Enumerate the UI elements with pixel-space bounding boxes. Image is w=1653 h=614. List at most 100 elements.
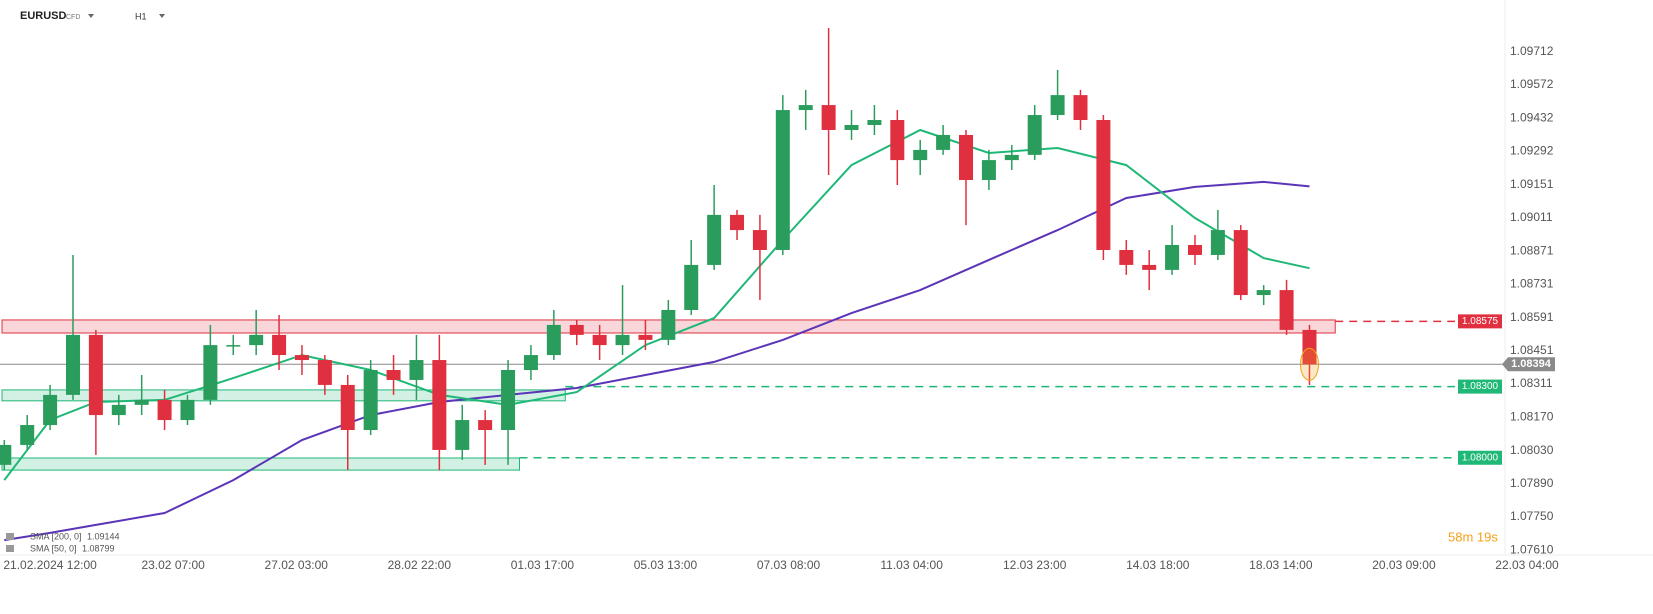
y-tick-label: 1.08731	[1510, 277, 1554, 291]
legend-value: 1.09144	[87, 531, 120, 541]
zone	[1, 389, 566, 402]
x-tick-label: 21.02.2024 12:00	[3, 558, 97, 572]
candle-body	[1256, 290, 1271, 296]
y-tick-label: 1.08591	[1510, 310, 1554, 324]
candle-body	[432, 360, 447, 450]
candle-body	[1050, 95, 1065, 116]
candle-body	[1233, 230, 1248, 296]
candle-body	[1142, 264, 1157, 270]
candle-body	[180, 399, 195, 421]
candle-body	[1210, 230, 1225, 255]
candle-body	[1165, 245, 1180, 270]
x-tick-label: 11.03 04:00	[880, 558, 943, 572]
candle-body	[111, 404, 126, 416]
y-tick-label: 1.09011	[1510, 210, 1553, 224]
y-tick-label: 1.07750	[1510, 509, 1554, 523]
symbol[interactable]: EURUSD	[20, 10, 67, 22]
candle-body	[981, 160, 996, 181]
sma-line	[3, 128, 1310, 481]
y-tick-label: 1.08871	[1510, 243, 1554, 257]
candle-body	[684, 264, 699, 310]
legend-value: 1.08799	[82, 543, 115, 553]
level-label: 1.08575	[1462, 316, 1499, 327]
legend-name: SMA [200, 0]	[30, 531, 82, 541]
candle-body	[798, 105, 813, 111]
candle-body	[546, 324, 561, 356]
current-price-label: 1.08394	[1511, 358, 1552, 370]
candle-body	[1302, 329, 1317, 365]
candle-body	[592, 334, 607, 346]
candle-body	[913, 149, 928, 161]
sma-line	[4, 180, 1310, 542]
candle-body	[157, 399, 172, 421]
candle-body	[1004, 154, 1019, 161]
y-tick-label: 1.08451	[1510, 343, 1554, 357]
x-tick-label: 01.03 17:00	[511, 558, 575, 572]
candle-body	[363, 370, 378, 431]
candle-body	[569, 324, 584, 335]
y-tick-label: 1.07610	[1510, 542, 1554, 556]
candle-body	[1096, 120, 1111, 250]
candle-body	[1279, 290, 1294, 330]
current-price-tag	[1502, 357, 1555, 372]
candle-body	[775, 110, 790, 250]
candle-body	[638, 334, 653, 340]
candle-body	[1073, 95, 1088, 121]
candle-body	[88, 334, 103, 416]
candle-body	[340, 384, 355, 431]
symbol-dropdown[interactable]	[88, 14, 94, 18]
candle-body	[615, 334, 630, 346]
y-tick-label: 1.09292	[1510, 143, 1554, 157]
candle-body	[272, 334, 287, 356]
legend-icon	[6, 533, 14, 540]
level-tag	[1458, 450, 1502, 465]
candle-body	[43, 394, 58, 426]
candle-body	[959, 134, 974, 181]
instrument: CFD	[66, 14, 80, 21]
candle-body	[203, 345, 218, 400]
candle-body	[317, 360, 332, 385]
y-tick-label: 1.08311	[1510, 376, 1553, 390]
candle-body	[1119, 249, 1134, 265]
candle-body	[844, 124, 859, 130]
candle-body	[1187, 245, 1202, 255]
candle-body	[1027, 115, 1042, 155]
x-tick-label: 18.03 14:00	[1249, 558, 1313, 572]
y-tick-label: 1.09572	[1510, 77, 1554, 91]
x-tick-label: 07.03 08:00	[757, 558, 821, 572]
x-tick-label: 23.02 07:00	[141, 558, 205, 572]
y-tick-label: 1.07890	[1510, 476, 1554, 490]
candle-body	[936, 134, 951, 150]
x-tick-label: 05.03 13:00	[634, 558, 698, 572]
candle-body	[455, 420, 470, 450]
level-label: 1.08000	[1462, 452, 1499, 463]
legend-icon	[6, 545, 14, 552]
candle-body	[661, 309, 676, 340]
highlight	[1299, 347, 1319, 381]
candle-body	[707, 214, 722, 265]
candle-body	[226, 345, 241, 347]
candle-body	[0, 444, 12, 465]
level-tag	[1458, 379, 1502, 394]
candle-body	[523, 355, 538, 370]
y-tick-label: 1.09712	[1510, 44, 1554, 58]
x-tick-label: 27.02 03:00	[265, 558, 329, 572]
x-tick-label: 22.03 04:00	[1495, 558, 1559, 572]
candle-body	[409, 360, 424, 380]
candle-body	[65, 334, 80, 395]
y-tick-label: 1.08170	[1510, 410, 1554, 424]
level-tag	[1458, 314, 1502, 329]
candle-body	[730, 214, 745, 231]
candle-body	[134, 399, 149, 405]
timeframe[interactable]: H1	[135, 11, 147, 21]
level-label: 1.08300	[1462, 381, 1499, 392]
candle-body	[386, 370, 401, 380]
y-tick-label: 1.09151	[1510, 177, 1554, 191]
candle-body	[501, 370, 516, 431]
x-tick-label: 20.03 09:00	[1372, 558, 1436, 572]
legend-name: SMA [50, 0]	[30, 543, 77, 553]
candle-body	[20, 425, 35, 445]
timeframe-dropdown[interactable]	[159, 14, 165, 18]
timer: 58m 19s	[1448, 529, 1498, 544]
